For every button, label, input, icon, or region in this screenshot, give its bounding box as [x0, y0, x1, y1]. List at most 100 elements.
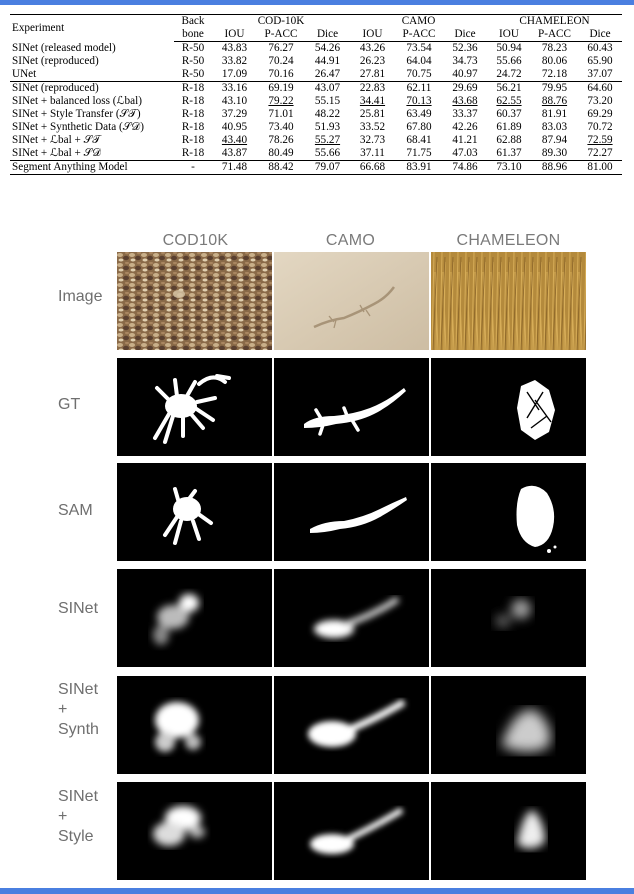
metric-cell: 68.41 — [406, 134, 432, 146]
row-experiment-name: SINet + Synthetic Data (𝒮𝒟) — [12, 121, 145, 133]
gt-mask-camo — [274, 358, 429, 456]
metric-cell: 88.76 — [541, 95, 568, 107]
bottom-accent-bar — [0, 888, 634, 894]
header-metric: IOU — [487, 28, 531, 42]
metric-cell: 78.26 — [268, 134, 294, 146]
metric-cell: 70.24 — [268, 55, 294, 67]
top-accent-bar — [0, 0, 634, 5]
style-pred-cod10k — [117, 782, 272, 880]
metric-cell: 60.43 — [587, 42, 613, 54]
metric-cell: 72.27 — [587, 147, 613, 159]
header-metric: Dice — [578, 28, 622, 42]
header-metric: P-ACC — [257, 28, 305, 42]
metric-cell: 73.40 — [268, 121, 294, 133]
row-label-gt: GT — [58, 396, 81, 413]
metric-cell: 66.68 — [350, 160, 395, 175]
metric-cell: 60.37 — [496, 108, 522, 120]
metric-cell: 69.29 — [587, 108, 613, 120]
metric-cell: 50.94 — [496, 42, 522, 54]
metric-cell: 70.72 — [587, 121, 613, 133]
table-row: Segment Anything Model -71.48 88.42 79.07 66… — [10, 160, 622, 175]
header-metric: Dice — [443, 28, 487, 42]
metric-cell: 52.36 — [452, 42, 478, 54]
header-dataset-cod10k: COD-10K — [212, 14, 350, 28]
metric-cell: 76.27 — [268, 42, 294, 54]
header-experiment: Experiment — [10, 14, 174, 42]
metric-cell: 43.07 — [305, 81, 350, 95]
metric-cell: 41.21 — [452, 134, 478, 146]
metric-cell: 64.60 — [578, 81, 622, 95]
row-label-image: Image — [58, 288, 103, 305]
metric-cell: 80.06 — [541, 55, 568, 67]
metric-cell: 56.21 — [487, 81, 531, 95]
row-backbone: R-18 — [181, 134, 205, 146]
row-label-sinet-synth: SINet + Synth — [58, 681, 99, 738]
row-experiment-name: SINet + ℒbal + 𝒮𝒯 — [12, 134, 101, 146]
metric-cell: 33.16 — [212, 81, 257, 95]
gt-mask-cod10k — [117, 358, 272, 456]
metric-cell: 43.87 — [221, 147, 248, 159]
header-dataset-camo: CAMO — [350, 14, 487, 28]
row-label-sinet-style: SINet + Style — [58, 788, 99, 845]
gt-mask-chameleon — [431, 358, 586, 456]
image-chameleon-grass — [431, 252, 586, 350]
sinet-pred-camo — [274, 569, 429, 667]
metric-cell: 87.94 — [541, 134, 568, 146]
header-dataset-chameleon: CHAMELEON — [487, 14, 622, 28]
row-backbone: - — [174, 160, 212, 175]
header-backbone-2: bone — [174, 28, 212, 42]
metric-cell: 33.37 — [452, 108, 478, 120]
metric-cell: 24.72 — [496, 68, 522, 80]
metric-cell: 37.07 — [587, 68, 613, 80]
metric-cell: 62.88 — [496, 134, 522, 146]
metric-cell: 71.48 — [212, 160, 257, 175]
sinet-pred-cod10k — [117, 569, 272, 667]
metric-cell: 29.69 — [443, 81, 487, 95]
style-pred-chameleon — [431, 782, 586, 880]
column-header-camo: CAMO — [325, 232, 376, 249]
table-row: SINet (reproduced) R-50 33.82 70.24 44.91 26.… — [10, 55, 622, 68]
table-row: UNet R-50 17.09 70.16 26.47 27.81 70.75 40.97 24… — [10, 68, 622, 82]
metric-cell: 40.95 — [221, 121, 248, 133]
style-pred-camo — [274, 782, 429, 880]
synth-pred-camo — [274, 676, 429, 774]
sam-mask-chameleon — [431, 463, 586, 561]
row-backbone: R-50 — [181, 42, 205, 54]
metric-cell: 72.18 — [541, 68, 568, 80]
metric-cell: 83.91 — [395, 160, 443, 175]
results-table-grid: Experiment Back COD-10K CAMO CHAMELEON b… — [10, 14, 622, 175]
metric-cell: 71.01 — [268, 108, 294, 120]
table-row: SINet + Synthetic Data (𝒮𝒟) R-18 40.95 73.4… — [10, 121, 622, 134]
metric-cell: 42.26 — [452, 121, 478, 133]
header-metric: P-ACC — [395, 28, 443, 42]
metric-cell: 33.52 — [359, 121, 386, 133]
metric-cell: 37.11 — [360, 147, 385, 159]
metric-cell: 72.59 — [587, 134, 613, 146]
row-backbone: R-18 — [181, 121, 205, 133]
metric-cell: 43.26 — [359, 42, 386, 54]
metric-cell: 55.15 — [314, 95, 341, 107]
metric-cell: 67.80 — [406, 121, 432, 133]
metric-cell: 73.10 — [487, 160, 531, 175]
metric-cell: 83.03 — [541, 121, 568, 133]
row-backbone: R-50 — [181, 68, 205, 80]
metric-cell: 71.75 — [406, 147, 432, 159]
row-experiment-name: SINet (reproduced) — [12, 55, 99, 67]
table-group-3: Segment Anything Model -71.48 88.42 79.07 66… — [10, 160, 622, 175]
table-group-2: SINet (reproduced) R-18 33.16 69.19 43.07 22.… — [10, 81, 622, 161]
row-experiment-name: UNet — [12, 68, 37, 80]
row-backbone: R-18 — [174, 81, 212, 95]
metric-cell: 34.41 — [359, 95, 386, 107]
metric-cell: 80.49 — [268, 147, 294, 159]
table-row: SINet + ℒbal + 𝒮𝒟 R-18 43.87 80.49 55.66 37.1… — [10, 147, 622, 161]
metric-cell: 51.93 — [314, 121, 341, 133]
metric-cell: 73.20 — [587, 95, 613, 107]
metric-cell: 74.86 — [443, 160, 487, 175]
metric-cell: 61.89 — [496, 121, 522, 133]
header-metric: Dice — [305, 28, 350, 42]
metric-cell: 65.90 — [587, 55, 613, 67]
table-row: SINet + ℒbal + 𝒮𝒯 R-18 43.40 78.26 55.27 32.7… — [10, 134, 622, 147]
image-camo-lizard — [274, 252, 429, 350]
metric-cell: 33.82 — [221, 55, 248, 67]
metric-cell: 81.91 — [541, 108, 568, 120]
